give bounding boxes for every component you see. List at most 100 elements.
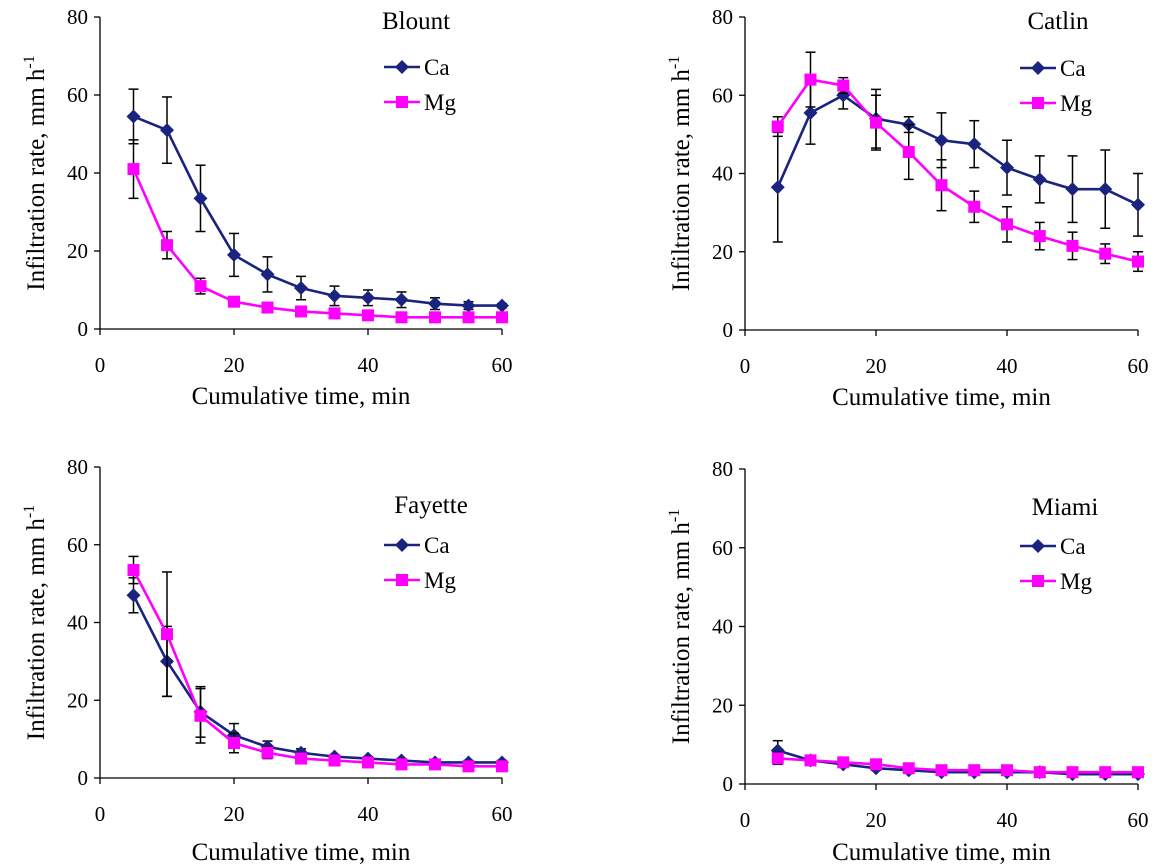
data-point — [161, 239, 173, 252]
y-axis-title-text: Infiltration rate, mm h — [23, 518, 50, 741]
legend-label-ca: Ca — [424, 55, 450, 80]
legend-label-ca: Ca — [1060, 534, 1086, 559]
legend-label-ca: Ca — [424, 533, 450, 558]
y-tick-label: 0 — [78, 766, 89, 790]
data-point — [1066, 239, 1079, 252]
data-point — [294, 281, 308, 296]
data-point — [193, 191, 208, 206]
panel-title: Fayette — [394, 492, 468, 519]
x-tick-label: 0 — [95, 802, 106, 826]
y-tick-label: 0 — [78, 317, 89, 341]
legend-label-mg: Mg — [1060, 91, 1092, 116]
series-ca — [126, 88, 509, 313]
data-point — [462, 760, 475, 773]
data-point — [1132, 255, 1144, 268]
y-axis-title-superscript: -1 — [666, 56, 683, 69]
data-point — [771, 120, 784, 133]
y-tick-label: 0 — [723, 772, 734, 796]
data-point — [496, 760, 508, 773]
x-tick-label: 40 — [997, 354, 1018, 378]
data-point — [1099, 766, 1112, 779]
series-line — [132, 168, 502, 319]
data-point — [227, 247, 241, 262]
series-line — [133, 115, 502, 307]
data-point — [361, 290, 375, 305]
data-point — [261, 301, 274, 314]
x-tick-label: 20 — [866, 354, 887, 378]
x-tick-label: 20 — [866, 808, 887, 832]
legend-marker-mg — [396, 574, 408, 586]
data-point — [804, 73, 817, 86]
legend-marker-ca — [1031, 61, 1045, 75]
x-axis-title: Cumulative time, min — [832, 384, 1051, 411]
data-point — [1032, 172, 1047, 187]
x-tick-label: 60 — [492, 353, 513, 377]
x-tick-label: 40 — [997, 808, 1018, 832]
x-tick-label: 20 — [224, 353, 245, 377]
data-point — [194, 709, 207, 722]
data-point — [1131, 197, 1145, 212]
x-axis-title: Cumulative time, min — [192, 383, 411, 410]
data-point — [160, 123, 174, 138]
data-point — [1001, 218, 1013, 231]
chart-panel-miami: 0 20 40 60 80 0 20 40 60 Cumulative time, min Infi… — [666, 457, 1149, 866]
data-point — [1066, 766, 1079, 779]
x-tick-label: 40 — [358, 802, 379, 826]
data-point — [803, 105, 818, 120]
legend-marker-ca — [395, 60, 409, 74]
data-point — [462, 311, 475, 324]
series-line — [132, 569, 502, 768]
y-tick-label: 20 — [67, 239, 88, 263]
legend-label-mg: Mg — [1060, 569, 1092, 594]
y-tick-label: 20 — [67, 688, 88, 712]
data-point — [902, 762, 915, 775]
data-point — [429, 311, 441, 324]
series-mg — [127, 555, 508, 773]
data-point — [968, 200, 981, 213]
y-tick-label: 60 — [712, 536, 733, 560]
legend: Ca Mg — [1020, 56, 1092, 116]
data-point — [968, 764, 981, 777]
data-point — [837, 79, 850, 92]
data-point — [1033, 230, 1046, 243]
data-point — [837, 756, 850, 769]
legend: Ca Mg — [1020, 534, 1092, 594]
legend: Ca Mg — [384, 533, 456, 593]
y-tick-label: 60 — [67, 83, 88, 107]
x-tick-label: 0 — [95, 353, 106, 377]
y-tick-label: 40 — [67, 611, 88, 635]
legend-marker-ca — [1031, 539, 1045, 553]
data-point — [461, 298, 476, 313]
panel-title: Catlin — [1027, 8, 1089, 35]
chart-panel-fayette: 0 20 40 60 80 0 20 40 60 Cumulative time, min Infi… — [21, 455, 513, 866]
legend-label-mg: Mg — [424, 90, 456, 115]
data-point — [771, 752, 784, 765]
data-point — [770, 180, 785, 195]
data-point — [1033, 766, 1046, 779]
data-point — [295, 752, 307, 765]
data-point — [428, 296, 442, 311]
data-point — [1098, 182, 1113, 197]
data-point — [127, 564, 140, 577]
x-tick-label: 60 — [1128, 808, 1149, 832]
data-point — [228, 295, 240, 308]
panel-title: Miami — [1032, 494, 1099, 521]
data-point — [934, 133, 949, 148]
y-tick-label: 80 — [67, 455, 88, 479]
data-point — [1132, 766, 1144, 779]
series-mg — [771, 51, 1144, 273]
y-axis-title-superscript: -1 — [21, 505, 38, 518]
y-axis-title: Infiltration rate, mm h-1 — [666, 509, 695, 744]
y-axis-title-text: Infiltration rate, mm h — [668, 522, 695, 745]
data-point — [902, 145, 915, 158]
y-axis-title: Infiltration rate, mm h-1 — [21, 55, 50, 290]
data-point — [327, 288, 342, 303]
data-point — [362, 756, 374, 769]
data-point — [194, 280, 207, 293]
data-point — [935, 179, 948, 192]
data-point — [870, 758, 882, 771]
data-point — [126, 109, 141, 124]
legend-marker-ca — [395, 538, 409, 552]
data-point — [1065, 182, 1080, 197]
